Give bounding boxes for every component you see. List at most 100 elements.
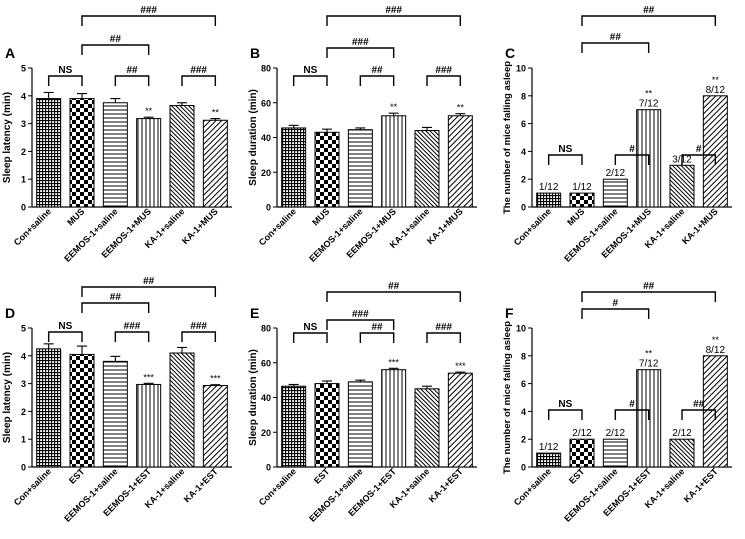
x-tick-label: Con+saline — [12, 466, 53, 507]
comparison-label: ## — [110, 34, 122, 45]
bar — [169, 352, 195, 468]
comparison-bracket — [292, 332, 328, 343]
comparison-label: ### — [124, 321, 141, 332]
bar — [669, 164, 695, 208]
significance-stars: ** — [645, 349, 653, 359]
bar-count-label: 1/12 — [572, 182, 592, 193]
bar-count-label: 8/12 — [706, 345, 726, 356]
bar — [36, 98, 62, 208]
bar-count-label: 2/12 — [572, 428, 592, 439]
comparison-label: ## — [143, 276, 155, 287]
bar — [536, 452, 562, 468]
panel-label: E — [250, 305, 259, 321]
comparison-bracket — [292, 75, 328, 86]
comparison-bracket — [359, 75, 395, 86]
bar — [314, 383, 340, 468]
bar-count-label: 8/12 — [706, 85, 726, 96]
comparison-label: ## — [371, 65, 383, 76]
y-tick-label: 4 — [21, 351, 26, 361]
y-axis-title: Sleep latency (min) — [2, 352, 13, 443]
y-tick-label: 0 — [521, 463, 526, 473]
x-tick-label: Con+saline — [12, 206, 53, 247]
y-axis-title: Sleep duration (min) — [248, 89, 259, 186]
bar — [669, 438, 695, 468]
x-tick-label: Con+saline — [512, 206, 553, 247]
y-tick-label: 1 — [21, 175, 26, 185]
y-tick-label: 5 — [21, 64, 26, 74]
bar — [136, 118, 162, 208]
y-tick-label: 4 — [21, 91, 26, 101]
x-tick-label: Con+saline — [257, 466, 298, 507]
comparison-bracket — [326, 47, 395, 58]
comparison-bracket — [326, 15, 462, 26]
comparison-label: NS — [58, 321, 72, 332]
y-tick-label: 60 — [261, 98, 271, 108]
panel-label: A — [5, 45, 15, 61]
bar — [569, 192, 595, 208]
bar-count-label: 1/12 — [539, 182, 559, 193]
x-tick-label: KA-1+EST — [182, 466, 220, 504]
bar — [636, 369, 662, 468]
bar — [69, 353, 95, 468]
comparison-bracket — [114, 331, 150, 342]
bar — [569, 438, 595, 468]
bar — [414, 130, 440, 208]
comparison-bracket — [81, 44, 150, 55]
comparison-label: ## — [126, 65, 138, 76]
comparison-bracket — [547, 154, 583, 165]
significance-stars: *** — [388, 357, 399, 367]
comparison-label: # — [696, 144, 702, 155]
bar — [414, 388, 440, 468]
panel-e: E 0 20 40 60 80 Sleep duration (min) Con+saline… — [248, 281, 477, 524]
comparison-bracket — [547, 409, 583, 420]
panel-label: D — [5, 305, 15, 321]
bar — [602, 438, 628, 468]
comparison-bracket — [326, 291, 462, 302]
x-tick-label: MUS — [565, 206, 586, 227]
x-tick-label: Con+saline — [512, 466, 553, 507]
comparison-label: ### — [352, 37, 369, 48]
comparison-bracket — [81, 15, 217, 26]
bar — [202, 119, 228, 208]
comparison-label: NS — [558, 144, 572, 155]
comparison-label: NS — [303, 322, 317, 333]
y-tick-label: 2 — [521, 435, 526, 445]
comparison-bracket — [47, 331, 83, 342]
bar — [536, 192, 562, 208]
bar — [347, 129, 373, 208]
y-tick-label: 20 — [261, 168, 271, 178]
panel-label: F — [505, 305, 514, 321]
comparison-label: ## — [110, 292, 122, 303]
comparison-bracket — [426, 332, 462, 343]
comparison-label: ### — [385, 5, 402, 16]
bar — [169, 105, 195, 208]
y-tick-label: 2 — [521, 175, 526, 185]
bar — [36, 348, 62, 468]
y-tick-label: 2 — [21, 147, 26, 157]
y-tick-label: 6 — [521, 379, 526, 389]
y-tick-label: 3 — [21, 379, 26, 389]
panel-label: B — [250, 45, 260, 61]
bar — [102, 102, 128, 208]
bar — [314, 131, 340, 208]
y-tick-label: 8 — [521, 91, 526, 101]
y-tick-label: 2 — [21, 407, 26, 417]
y-tick-label: 40 — [261, 133, 271, 143]
comparison-bracket — [326, 319, 395, 330]
bar — [447, 115, 473, 208]
y-tick-label: 5 — [21, 324, 26, 334]
significance-stars: ** — [390, 102, 398, 112]
y-axis-title: The number of mice falling asleep — [502, 61, 513, 214]
x-tick-label: KA-1+EST — [682, 466, 720, 504]
y-tick-label: 4 — [521, 407, 526, 417]
y-tick-label: 0 — [266, 463, 271, 473]
x-tick-label: EST — [67, 466, 87, 486]
comparison-label: # — [613, 298, 619, 309]
y-tick-label: 4 — [521, 147, 526, 157]
bar — [381, 369, 407, 468]
comparison-bracket — [181, 75, 217, 86]
bar — [381, 115, 407, 208]
comparison-label: ### — [352, 309, 369, 320]
